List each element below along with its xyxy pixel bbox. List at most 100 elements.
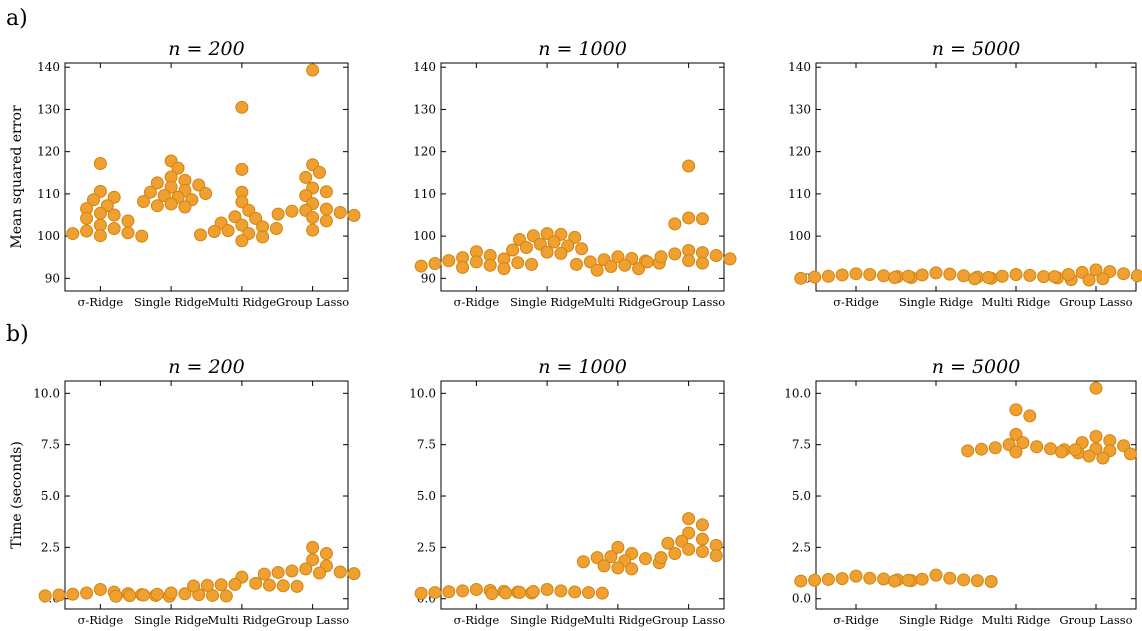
data-point xyxy=(483,258,497,272)
data-point xyxy=(513,585,527,599)
data-point xyxy=(668,547,682,561)
data-point xyxy=(877,572,891,586)
data-point xyxy=(654,250,668,264)
data-point xyxy=(611,561,625,575)
data-point xyxy=(794,271,808,285)
y-tick-label: 110 xyxy=(413,187,436,201)
data-point xyxy=(121,214,135,228)
data-point xyxy=(80,224,94,238)
data-point xyxy=(1096,272,1110,286)
data-point xyxy=(414,586,428,600)
y-tick-label: 120 xyxy=(788,145,811,159)
data-point xyxy=(901,269,915,283)
data-point xyxy=(150,176,164,190)
data-point xyxy=(929,568,943,582)
data-point xyxy=(961,444,975,458)
data-point xyxy=(333,565,347,579)
data-point xyxy=(107,208,121,222)
data-point xyxy=(456,584,470,598)
y-tick-label: 140 xyxy=(413,60,436,74)
y-tick-label: 140 xyxy=(37,60,60,74)
x-tick-label: Group Lasso xyxy=(276,295,349,309)
y-tick-label: 10.0 xyxy=(784,386,811,400)
data-point xyxy=(1048,270,1062,284)
chart-title-4: n = 1000 xyxy=(538,356,627,378)
data-point xyxy=(1009,445,1023,459)
data-point xyxy=(306,553,320,567)
data-point xyxy=(235,234,249,248)
x-tick-label: Single Ridge xyxy=(510,295,585,309)
x-tick-label: Single Ridge xyxy=(899,613,974,627)
data-point xyxy=(1096,451,1110,465)
x-tick-label: Multi Ridge xyxy=(584,295,653,309)
data-point xyxy=(123,589,137,603)
data-point xyxy=(171,161,185,175)
data-point xyxy=(929,266,943,280)
data-point xyxy=(915,268,929,282)
data-point xyxy=(228,577,242,591)
data-point xyxy=(414,259,428,273)
data-point xyxy=(137,588,151,602)
data-point xyxy=(668,217,682,231)
data-point xyxy=(135,229,149,243)
data-point xyxy=(526,229,540,243)
x-tick-label: Single Ridge xyxy=(134,295,209,309)
data-point xyxy=(1089,381,1103,395)
x-tick-label: Single Ridge xyxy=(134,613,209,627)
data-point xyxy=(682,526,696,540)
data-point xyxy=(1009,403,1023,417)
y-tick-label: 110 xyxy=(37,187,60,201)
plot-frame-4 xyxy=(440,380,725,610)
y-tick-label: 0.0 xyxy=(792,592,811,606)
data-point xyxy=(313,165,327,179)
data-point xyxy=(682,211,696,225)
data-point xyxy=(271,207,285,221)
data-point xyxy=(249,576,263,590)
data-point xyxy=(582,586,596,600)
x-tick-label: σ-Ridge xyxy=(78,295,124,309)
data-point xyxy=(540,245,554,259)
data-point xyxy=(957,573,971,587)
data-point xyxy=(632,262,646,276)
y-tick-label: 100 xyxy=(37,229,60,243)
y-tick-label: 5.0 xyxy=(41,489,60,503)
data-point xyxy=(235,162,249,176)
data-point xyxy=(915,572,929,586)
data-point xyxy=(93,156,107,170)
data-point xyxy=(1030,440,1044,454)
data-point xyxy=(590,551,604,565)
data-point xyxy=(192,178,206,192)
data-point xyxy=(849,267,863,281)
y-tick-label: 2.5 xyxy=(792,540,811,554)
data-point xyxy=(178,200,192,214)
data-point xyxy=(943,267,957,281)
x-tick-label: Multi Ridge xyxy=(982,295,1051,309)
data-point xyxy=(888,270,902,284)
data-point xyxy=(970,574,984,588)
data-point xyxy=(235,218,249,232)
data-point xyxy=(1016,436,1030,450)
data-point xyxy=(863,571,877,585)
data-point xyxy=(575,242,589,256)
data-point xyxy=(525,257,539,271)
data-point xyxy=(299,170,313,184)
data-point xyxy=(511,256,525,270)
x-tick-label: Group Lasso xyxy=(652,613,725,627)
data-point xyxy=(137,194,151,208)
data-point xyxy=(290,579,304,593)
data-point xyxy=(285,204,299,218)
data-point xyxy=(319,214,333,228)
data-point xyxy=(256,230,270,244)
y-tick-label: 90 xyxy=(45,271,60,285)
data-point xyxy=(442,585,456,599)
data-point xyxy=(682,159,696,173)
y-tick-label: 120 xyxy=(413,145,436,159)
y-tick-label: 5.0 xyxy=(792,489,811,503)
data-point xyxy=(604,260,618,274)
y-tick-label: 2.5 xyxy=(41,540,60,554)
data-point xyxy=(285,564,299,578)
y-tick-label: 7.5 xyxy=(41,438,60,452)
x-tick-label: Single Ridge xyxy=(899,295,974,309)
data-point xyxy=(808,270,822,284)
data-point xyxy=(675,534,689,548)
